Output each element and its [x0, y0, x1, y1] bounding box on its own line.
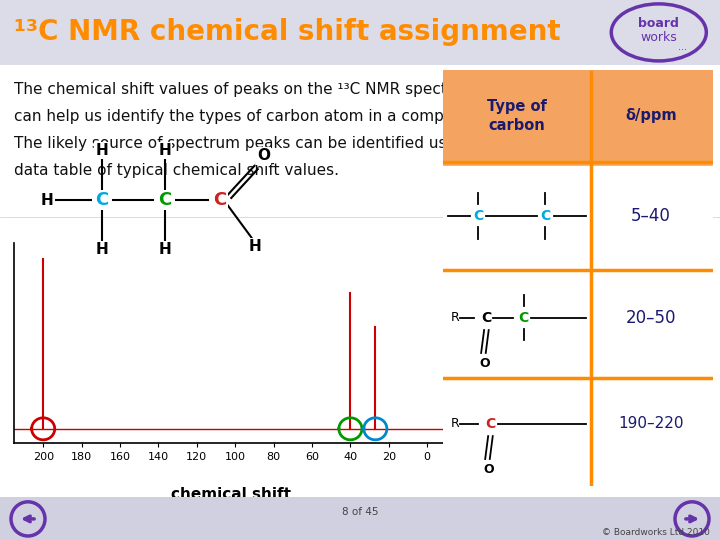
Text: board: board [639, 17, 679, 30]
Text: C: C [473, 209, 483, 222]
Text: C: C [213, 191, 226, 209]
Text: R: R [451, 417, 459, 430]
Text: works: works [640, 31, 678, 44]
Text: can help us identify the types of carbon atom in a compound.: can help us identify the types of carbon… [14, 109, 487, 124]
Text: 190–220: 190–220 [618, 416, 683, 431]
Text: The chemical shift values of peaks on the ¹³C NMR spectrum: The chemical shift values of peaks on th… [14, 82, 478, 97]
Text: 8 of 45: 8 of 45 [342, 507, 378, 517]
Text: H: H [158, 143, 171, 158]
Text: C: C [95, 191, 109, 209]
Text: R: R [451, 311, 459, 324]
Text: ...: ... [678, 42, 687, 52]
Text: O: O [484, 463, 495, 476]
Text: H: H [158, 242, 171, 256]
Text: O: O [257, 148, 270, 164]
Text: 5–40: 5–40 [631, 207, 670, 225]
Text: O: O [480, 357, 490, 370]
Text: H: H [41, 193, 53, 207]
Text: ppm: ppm [443, 467, 473, 480]
Text: H: H [249, 239, 261, 254]
Text: chemical shift: chemical shift [171, 487, 292, 502]
FancyBboxPatch shape [441, 68, 714, 166]
Text: C: C [481, 310, 491, 325]
Text: H: H [96, 242, 108, 256]
Text: 20–50: 20–50 [626, 308, 676, 327]
Text: C: C [518, 310, 529, 325]
Text: C: C [158, 191, 171, 209]
Text: H: H [96, 143, 108, 158]
Text: © Boardworks Ltd 2010: © Boardworks Ltd 2010 [602, 528, 710, 537]
Text: C: C [540, 209, 551, 222]
Text: δ/ppm: δ/ppm [625, 109, 677, 124]
Text: ¹³C NMR chemical shift assignment: ¹³C NMR chemical shift assignment [14, 18, 561, 46]
Bar [444, 72, 711, 161]
Text: The likely source of spectrum peaks can be identified using a: The likely source of spectrum peaks can … [14, 136, 485, 151]
Text: data table of typical chemical shift values.: data table of typical chemical shift val… [14, 163, 339, 178]
FancyBboxPatch shape [440, 66, 716, 490]
Text: Type of
carbon: Type of carbon [487, 99, 547, 133]
Text: C: C [485, 417, 495, 430]
